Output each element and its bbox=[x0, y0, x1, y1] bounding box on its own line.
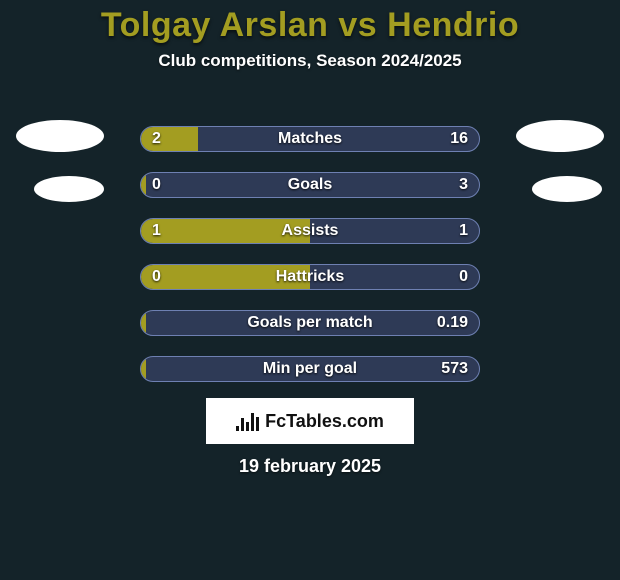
stat-row-goals: Goals0 3 bbox=[140, 172, 480, 198]
stat-row-matches: Matches2 16 bbox=[140, 126, 480, 152]
stat-label: Assists bbox=[140, 218, 480, 244]
stat-label: Goals bbox=[140, 172, 480, 198]
avatar-left-1 bbox=[16, 120, 104, 152]
stat-row-min-per-goal: Min per goal573 bbox=[140, 356, 480, 382]
stat-label: Goals per match bbox=[140, 310, 480, 336]
stat-value-left: 0 bbox=[152, 172, 161, 198]
stat-value-right: 3 bbox=[459, 172, 468, 198]
stat-label: Matches bbox=[140, 126, 480, 152]
stat-value-right: 1 bbox=[459, 218, 468, 244]
logo-text: FcTables.com bbox=[265, 411, 384, 432]
stat-row-hattricks: Hattricks0 0 bbox=[140, 264, 480, 290]
avatar-right-1 bbox=[516, 120, 604, 152]
avatar-right-2 bbox=[532, 176, 602, 202]
stat-row-goals-per-match: Goals per match0.19 bbox=[140, 310, 480, 336]
fctables-logo: FcTables.com bbox=[206, 398, 414, 444]
page-title: Tolgay Arslan vs Hendrio bbox=[0, 0, 620, 45]
logo-bars-icon bbox=[236, 411, 259, 431]
date-label: 19 february 2025 bbox=[0, 456, 620, 477]
stat-value-right: 16 bbox=[450, 126, 468, 152]
stat-label: Hattricks bbox=[140, 264, 480, 290]
stat-value-right: 0 bbox=[459, 264, 468, 290]
avatar-left-2 bbox=[34, 176, 104, 202]
stat-value-right: 0.19 bbox=[437, 310, 468, 336]
stat-value-left: 1 bbox=[152, 218, 161, 244]
comparison-bars: Matches216Goals03Assists11Hattricks00Goa… bbox=[140, 126, 480, 402]
stat-row-assists: Assists1 1 bbox=[140, 218, 480, 244]
page-subtitle: Club competitions, Season 2024/2025 bbox=[0, 51, 620, 71]
stat-value-left: 0 bbox=[152, 264, 161, 290]
stat-label: Min per goal bbox=[140, 356, 480, 382]
stat-value-right: 573 bbox=[441, 356, 468, 382]
stat-value-left: 2 bbox=[152, 126, 161, 152]
